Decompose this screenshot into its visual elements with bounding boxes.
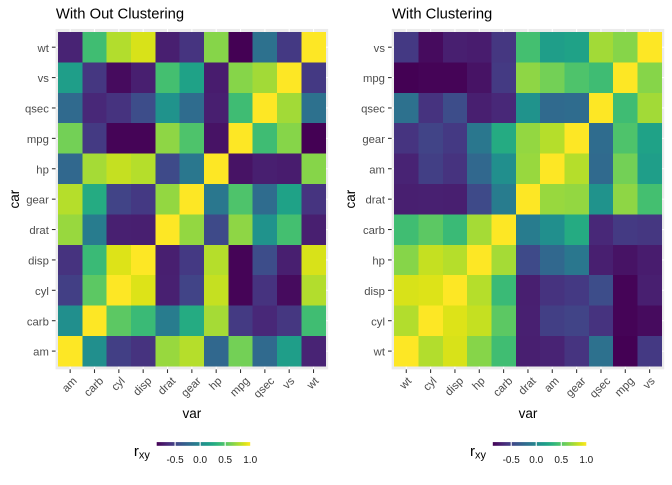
- svg-text:gear: gear: [362, 134, 385, 146]
- svg-text:carb: carb: [363, 225, 385, 237]
- svg-text:cyl: cyl: [35, 286, 49, 298]
- svg-text:vs: vs: [38, 73, 50, 85]
- svg-text:With Out Clustering: With Out Clustering: [56, 7, 184, 23]
- svg-text:0.5: 0.5: [218, 455, 232, 466]
- svg-text:1.0: 1.0: [579, 455, 593, 466]
- svg-text:am: am: [33, 347, 49, 359]
- svg-text:qsec: qsec: [25, 104, 49, 116]
- svg-text:cyl: cyl: [371, 316, 385, 328]
- svg-text:gear: gear: [26, 195, 49, 207]
- svg-text:mpg: mpg: [27, 134, 49, 146]
- svg-text:mpg: mpg: [363, 73, 385, 85]
- svg-text:drat: drat: [29, 225, 49, 237]
- svg-text:wt: wt: [373, 347, 386, 359]
- svg-text:drat: drat: [366, 195, 386, 207]
- svg-text:-0.5: -0.5: [166, 455, 184, 466]
- svg-text:-0.5: -0.5: [503, 455, 521, 466]
- svg-text:hp: hp: [372, 256, 385, 268]
- svg-text:car: car: [343, 189, 358, 208]
- svg-text:0.0: 0.0: [529, 455, 543, 466]
- svg-text:1.0: 1.0: [243, 455, 257, 466]
- svg-text:carb: carb: [27, 316, 49, 328]
- svg-text:car: car: [7, 189, 22, 208]
- svg-text:am: am: [369, 164, 385, 176]
- svg-text:With Clustering: With Clustering: [392, 7, 492, 23]
- svg-text:var: var: [182, 406, 201, 421]
- svg-text:disp: disp: [28, 256, 49, 268]
- svg-text:disp: disp: [364, 286, 385, 298]
- svg-text:qsec: qsec: [361, 104, 385, 116]
- svg-text:vs: vs: [374, 43, 386, 55]
- svg-text:var: var: [519, 406, 538, 421]
- svg-text:hp: hp: [36, 164, 49, 176]
- svg-text:wt: wt: [37, 43, 50, 55]
- svg-text:0.5: 0.5: [554, 455, 568, 466]
- svg-text:0.0: 0.0: [193, 455, 207, 466]
